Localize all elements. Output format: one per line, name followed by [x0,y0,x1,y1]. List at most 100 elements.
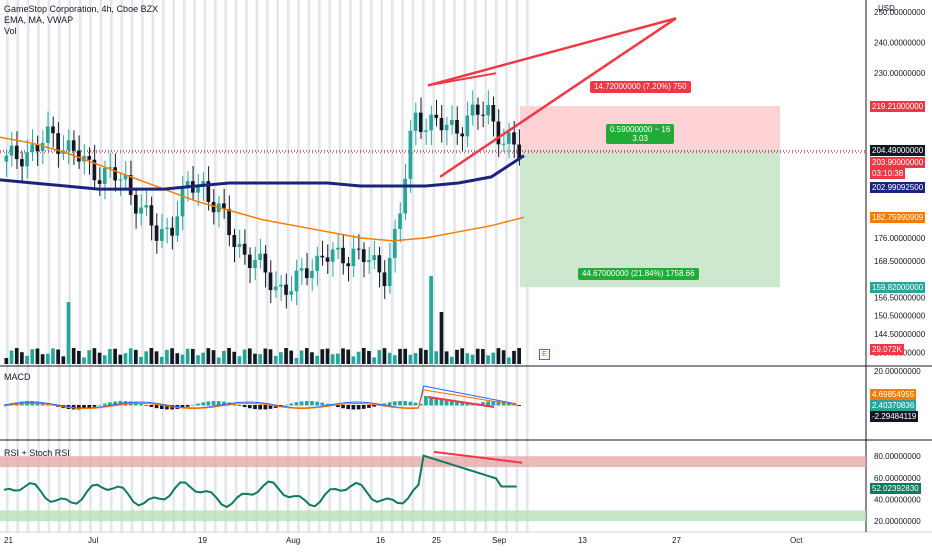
candle-body [325,257,330,262]
macd-bar [465,404,470,406]
session-band [99,0,103,532]
candle-body [284,284,288,295]
session-band [203,0,207,532]
macd-bar [393,401,397,406]
price-tick-label: 176.00000000 [874,234,926,243]
candle-body [66,140,71,151]
candle-body [294,270,299,292]
volume-bar [372,357,376,364]
macd-legend[interactable]: MACD [4,372,31,382]
volume-bar [71,348,76,364]
candle-body [196,186,200,193]
candle-body [486,105,490,116]
candle-body [211,201,216,213]
candle-body [408,130,413,179]
volume-bar [367,350,371,364]
macd-bar [97,404,102,406]
volume-bar [418,348,423,364]
candle-body [144,205,149,208]
volume-bar [361,348,366,364]
candle-body [512,132,516,145]
volume-bar [481,349,485,364]
rsi-tick-label: 80.00000000 [874,452,921,461]
candle-body [455,119,459,134]
rsi-tick-label: 60.00000000 [874,474,921,483]
candle-body [108,167,112,169]
volume-bar [258,354,262,364]
session-band [47,0,51,532]
candle-body [201,181,206,187]
candle-body [170,227,174,236]
rsi-tick-label: 20.00000000 [874,517,921,526]
macd-bar [201,402,206,406]
session-band [307,0,311,532]
candle-body [77,150,81,162]
signal-line [3,389,517,409]
price-tick-label: 150.50000000 [874,312,926,321]
volume-bar [35,348,40,364]
session-band [172,0,175,532]
candle-body [222,203,226,210]
volume-bar [279,352,283,364]
session-shading [6,0,529,532]
volume-bar [92,348,97,364]
macd-bar [159,405,164,410]
candle-body [51,126,55,134]
candle-body [403,178,408,214]
candle-body [481,114,485,116]
macd-bar [361,405,366,409]
rsi-legend[interactable]: RSI + Stoch RSI [4,448,70,458]
volume-bar [501,350,506,364]
price-tick-label: 240.00000000 [874,39,926,48]
volume-bar [242,349,247,364]
volume-bar [9,350,14,364]
session-band [370,0,373,532]
session-band [349,0,352,532]
candle-body [118,179,123,181]
session-band [494,0,498,532]
rsi-value-tag: 52.02392830 [870,483,921,494]
volume-bar [20,352,24,364]
volume-bar [180,354,185,364]
price-tag: 219.21000000 [870,101,926,113]
indicators-legend[interactable]: EMA, MA, VWAP [4,15,74,25]
macd-bar [253,405,257,410]
volume-bar [403,348,408,364]
macd-bar [108,402,112,406]
macd-bar [139,403,143,406]
volume-bar [159,356,164,364]
earnings-marker[interactable]: E [539,349,550,360]
candle-body [304,268,309,279]
volume-bar [211,350,216,364]
candle-body [449,119,454,125]
session-band [193,0,196,532]
symbol-legend[interactable]: GameStop Corporation, 4h, Cboe BZX [4,4,159,14]
candle-body [320,255,325,258]
volume-bar [175,353,180,364]
macd-bar [387,402,392,406]
time-tick-label: 16 [376,536,385,545]
candle-body [517,144,521,160]
rsi-line [3,454,517,509]
volume-bar [351,356,356,364]
volume-bar [56,349,60,364]
candle-body [429,114,433,131]
volume-bar [87,350,92,364]
session-band [78,0,82,532]
macd-bar [82,405,86,409]
macd-bar [144,405,149,406]
volume-bar [185,348,190,364]
volume-bar [424,349,428,364]
volume-bar [304,348,309,364]
rsi-tick-label: 40.00000000 [874,496,921,505]
volume-legend[interactable]: Vol [4,26,17,36]
volume-bar [196,355,200,364]
volume-bar [123,353,128,364]
candle-body [185,181,190,188]
volume-bar [460,348,465,364]
macd-bar [77,405,81,410]
macd-bar [403,401,408,406]
volume-bar [465,353,470,364]
